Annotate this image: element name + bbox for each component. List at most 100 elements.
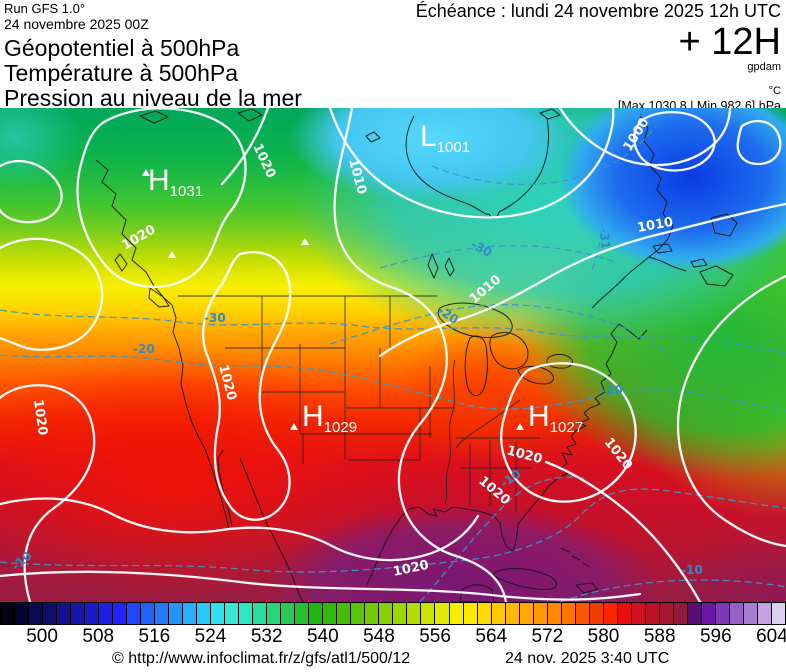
colorbar-tick: 500: [26, 626, 58, 647]
isotherm-lines: [0, 125, 786, 602]
colorbar-cell: [197, 603, 212, 624]
colorbar-cell: [323, 603, 338, 624]
extremum-marker: [516, 423, 524, 430]
colorbar-cell: [267, 603, 282, 624]
colorbar-tick: 564: [475, 626, 508, 647]
colorbar-cell: [281, 603, 296, 624]
colorbar-cell: [365, 603, 380, 624]
colorbar-cell: [253, 603, 268, 624]
colorbar-cell: [729, 603, 744, 624]
isobar-label: 1020: [392, 558, 431, 580]
colorbar-cell: [239, 603, 254, 624]
colorbar-tick: 596: [699, 626, 732, 647]
extrema-markers: [142, 169, 524, 430]
colorbar-cell: [337, 603, 352, 624]
colorbar-cell: [449, 603, 464, 624]
colorbar-cell: [169, 603, 184, 624]
colorbar-cell: [225, 603, 240, 624]
copyright-url: © http://www.infoclimat.fr/z/gfs/atl1/50…: [112, 650, 411, 667]
valid-time-label: Échéance : lundi 24 novembre 2025 12h UT…: [415, 1, 781, 21]
colorbar-cell: [15, 603, 30, 624]
header-left: Run GFS 1.0° 24 novembre 2025 00Z Géopot…: [4, 1, 302, 111]
colorbar-cell: [463, 603, 478, 624]
colorbar-cell: [435, 603, 450, 624]
colorbar-cell: [85, 603, 100, 624]
isobar-label: 1010: [345, 157, 369, 196]
colorbar-cell: [617, 603, 632, 624]
colorbar-cell: [71, 603, 86, 624]
colorbar-cell: [351, 603, 366, 624]
colorbar-cell: [589, 603, 604, 624]
pressure-center-h1027: H1027: [528, 400, 583, 436]
colorbar-cell: [673, 603, 688, 624]
colorbar-tick: 580: [587, 626, 620, 647]
colorbar-tick: 516: [138, 626, 171, 647]
colorbar-cell: [421, 603, 436, 624]
colorbar-cell: [715, 603, 730, 624]
colorbar-cell: [155, 603, 170, 624]
colorbar-cell: [477, 603, 492, 624]
colorbar-cell: [127, 603, 142, 624]
header-right: Échéance : lundi 24 novembre 2025 12h UT…: [416, 1, 781, 114]
colorbar-cell: [701, 603, 716, 624]
colorbar-cell: [743, 603, 758, 624]
isotherm-label: -30: [469, 237, 495, 260]
extremum-marker: [168, 251, 176, 258]
pressure-center-labels: H1031 L1001 H1029 H1027: [148, 120, 583, 436]
model-run-date: 24 novembre 2025 00Z: [4, 16, 149, 32]
map-area: 1020 1020 1020 1020 1010 1000 1010 1010 1020 1020…: [0, 108, 786, 602]
isotherm-label: -20: [133, 342, 155, 356]
pressure-center-h1029: H1029: [302, 400, 357, 436]
unit-celsius: °C: [768, 85, 781, 97]
colorbar-cell: [183, 603, 198, 624]
colorbar-tick: 604: [756, 626, 786, 647]
colorbar-cell: [211, 603, 226, 624]
unit-gpdam: gpdam: [747, 61, 781, 73]
isotherm-label: -20: [601, 383, 623, 397]
colorbar-cell: [1, 603, 16, 624]
colorbar-tick: 540: [306, 626, 339, 647]
colorbar-cell: [603, 603, 618, 624]
colorbar-cell: [99, 603, 114, 624]
colorbar-tick: 572: [531, 626, 564, 647]
title-geopotential: Géopotentiel à 500hPa: [4, 35, 240, 61]
model-run-label: Run GFS 1.0°: [4, 1, 86, 16]
colorbar-tick: 508: [82, 626, 115, 647]
extremum-marker: [142, 169, 150, 176]
pressure-center-h1031: H1031: [148, 164, 203, 200]
colorbar-tick: 556: [419, 626, 451, 647]
isobar-label: 1020: [505, 443, 544, 467]
isotherm-label: -10: [681, 563, 703, 577]
colorbar-cell: [393, 603, 408, 624]
colorbar-tick: 548: [363, 626, 395, 647]
isobar-label: 1010: [467, 272, 504, 307]
colorbar-cell: [29, 603, 44, 624]
colorbar-cell: [505, 603, 520, 624]
extremum-marker: [290, 423, 298, 430]
colorbar-tick: 524: [194, 626, 227, 647]
isotherm-label: -30: [204, 311, 226, 325]
colorbar-cell: [645, 603, 660, 624]
colorbar-cell: [757, 603, 772, 624]
isobar-label: 1020: [30, 398, 50, 436]
colorbar: [0, 602, 786, 625]
colorbar-cell: [295, 603, 310, 624]
colorbar-cell: [43, 603, 58, 624]
colorbar-cell: [519, 603, 534, 624]
isobar-label: 1020: [249, 141, 278, 180]
colorbar-cell: [141, 603, 156, 624]
colorbar-cell: [533, 603, 548, 624]
colorbar-cell: [771, 603, 785, 624]
colorbar-cell: [575, 603, 590, 624]
extremum-marker: [301, 238, 309, 245]
isobar-label: 1010: [636, 215, 674, 236]
colorbar-cell: [659, 603, 674, 624]
colorbar-cell: [687, 603, 702, 624]
colorbar-cell: [491, 603, 506, 624]
title-pressure: Pression au niveau de la mer: [4, 85, 302, 111]
colorbar-tick: 588: [643, 626, 676, 647]
colorbar-cell: [631, 603, 646, 624]
colorbar-cell: [407, 603, 422, 624]
colorbar-cell: [379, 603, 394, 624]
